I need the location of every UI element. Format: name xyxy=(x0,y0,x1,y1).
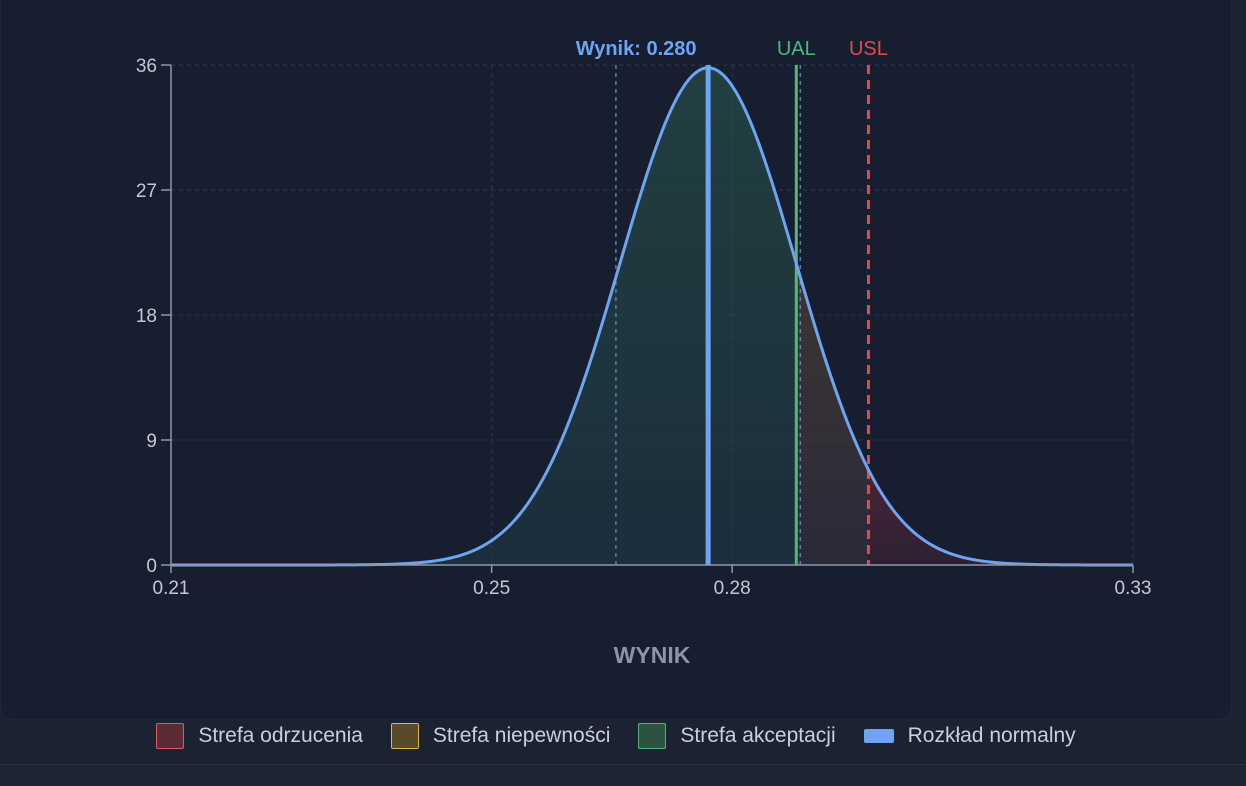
zone-strefa-niepewności xyxy=(796,263,869,565)
legend-swatch xyxy=(156,723,185,749)
markers: Wynik: 0.280 UAL USL xyxy=(576,38,888,565)
legend-swatch xyxy=(390,723,419,749)
bottom-strip xyxy=(0,764,1246,786)
marker-label-ual: UAL xyxy=(777,38,816,60)
legend-label: Strefa niepewności xyxy=(432,724,611,747)
legend-item[interactable]: Strefa odrzucenia xyxy=(156,723,363,749)
x-tick-label: 0.33 xyxy=(1115,578,1152,599)
y-tick-label: 0 xyxy=(146,556,157,577)
legend-label: Rozkład normalny xyxy=(907,724,1076,747)
x-tick-label: 0.25 xyxy=(473,578,510,599)
zone-strefa-akceptacji xyxy=(171,67,797,565)
legend-swatch xyxy=(638,723,667,749)
legend-swatch xyxy=(863,729,894,743)
legend-label: Strefa akceptacji xyxy=(680,724,836,747)
y-tick-label: 27 xyxy=(136,181,157,202)
x-tick-label: 0.21 xyxy=(153,578,190,599)
y-tick-label: 18 xyxy=(136,306,157,327)
legend-label: Strefa odrzucenia xyxy=(198,724,363,747)
y-tick-label: 9 xyxy=(146,431,157,452)
zone-strefa-odrzucenia xyxy=(868,469,1133,565)
marker-label-usl: USL xyxy=(849,38,888,60)
marker-label-wynik: Wynik: 0.280 xyxy=(576,38,697,60)
legend-item[interactable]: Rozkład normalny xyxy=(863,724,1076,748)
legend-item[interactable]: Strefa niepewności xyxy=(390,723,611,749)
legend-item[interactable]: Strefa akceptacji xyxy=(638,723,836,749)
x-axis-label: WYNIK xyxy=(614,642,691,668)
y-tick-label: 36 xyxy=(136,56,157,77)
zone-fills xyxy=(171,67,1133,565)
legend: Strefa odrzucenia Strefa niepewności Stref… xyxy=(0,716,1232,756)
x-tick-label: 0.28 xyxy=(714,578,751,599)
axes: 0 9 18 27 36 0.21 0.25 0.28 0.33 xyxy=(136,56,1152,599)
